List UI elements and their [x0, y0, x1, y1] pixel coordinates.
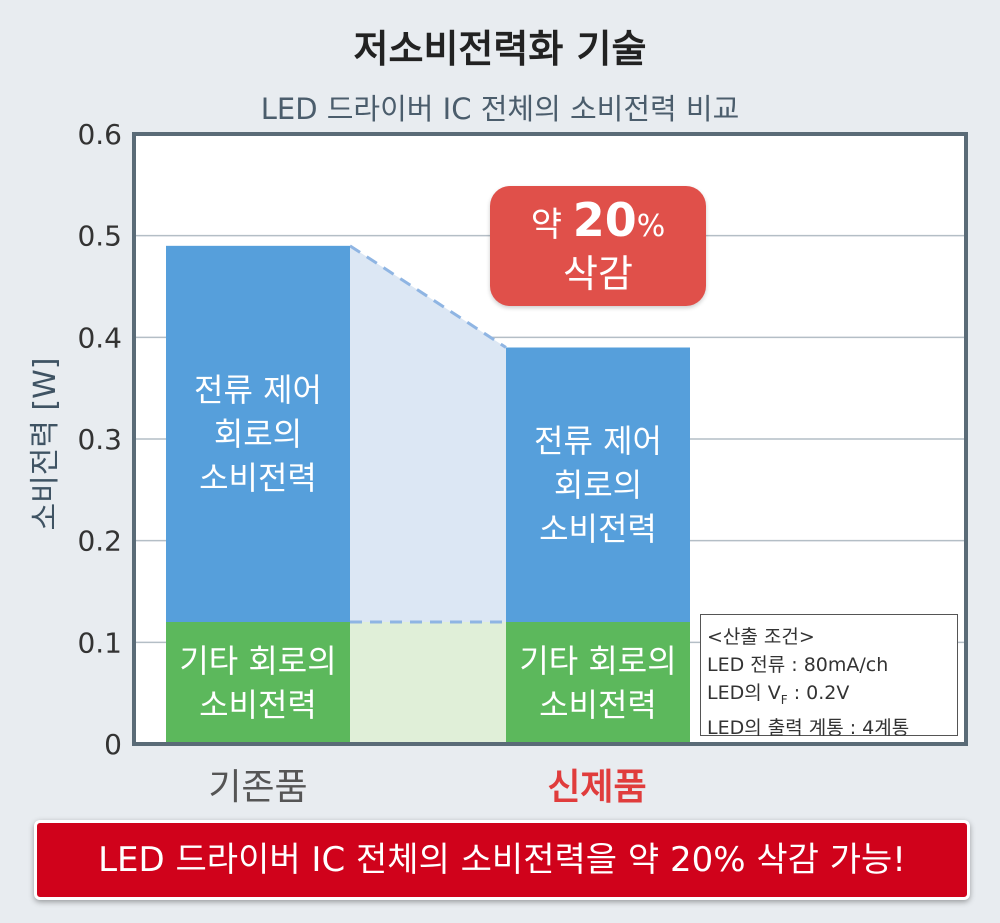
reduction-area-other	[350, 622, 506, 744]
reduction-amount: 약 20%	[490, 197, 706, 249]
y-tick-label: 0.2	[77, 525, 122, 558]
condition-vf-sub: F	[780, 692, 788, 707]
bar-segment-label-line: 회로의	[553, 465, 643, 504]
bar-segment-label-line: 소비전력	[539, 686, 657, 724]
reduction-text: 삭감	[563, 252, 633, 296]
bar-other-circuit	[166, 622, 350, 744]
calculation-conditions-box: <산출 조건> LED 전류 : 80mA/ch LED의 VF : 0.2V …	[700, 614, 958, 739]
bar-segment-label-line: 기타 회로의	[179, 642, 337, 680]
plot-frame	[132, 132, 968, 746]
reduction-badge: 약 20% 삭감	[490, 186, 706, 306]
y-tick-label: 0	[104, 728, 122, 761]
reduction-value: 20	[572, 193, 637, 247]
bar-segment-label-line: 전류 제어	[194, 370, 322, 409]
y-tick-label: 0.4	[77, 321, 122, 354]
bar-current-control	[506, 347, 690, 622]
x-category-new-product: 신제품	[547, 767, 647, 808]
page-title: 저소비전력화 기술	[353, 27, 647, 71]
reduction-area-control	[350, 245, 506, 623]
condition-vf-value: : 0.2V	[787, 682, 850, 704]
y-tick-label: 0.6	[77, 118, 122, 151]
chart-subtitle: LED 드라이버 IC 전체의 소비전력 비교	[260, 92, 740, 126]
condition-vf-prefix: LED의 V	[707, 682, 781, 704]
bar-segment-label-line: 소비전력	[199, 458, 317, 497]
x-category-old-product: 기존품	[208, 767, 308, 808]
bar-segment-label-line: 소비전력	[539, 509, 657, 548]
condition-vf: LED의 VF : 0.2V	[707, 679, 951, 714]
y-tick-label: 0.1	[77, 626, 122, 659]
conditions-heading: <산출 조건>	[707, 626, 815, 648]
condition-led-current: LED 전류 : 80mA/ch	[707, 654, 889, 676]
bar-current-control	[166, 245, 350, 623]
reduction-prefix: 약	[530, 205, 562, 245]
bar-segment-label-line: 전류 제어	[534, 421, 662, 460]
y-tick-label: 0.3	[77, 423, 122, 456]
bar-other-circuit	[506, 622, 690, 744]
reduction-connector-top	[349, 244, 507, 349]
reduction-unit: %	[636, 209, 666, 244]
bar-segment-label-line: 회로의	[213, 414, 303, 453]
bar-segment-label-line: 소비전력	[199, 686, 317, 724]
condition-series-count: LED의 출력 계통 : 4계통	[707, 716, 910, 739]
y-tick-label: 0.5	[77, 220, 122, 253]
conclusion-banner: LED 드라이버 IC 전체의 소비전력을 약 20% 삭감 가능!	[34, 820, 970, 900]
bar-segment-label-line: 기타 회로의	[519, 642, 677, 680]
